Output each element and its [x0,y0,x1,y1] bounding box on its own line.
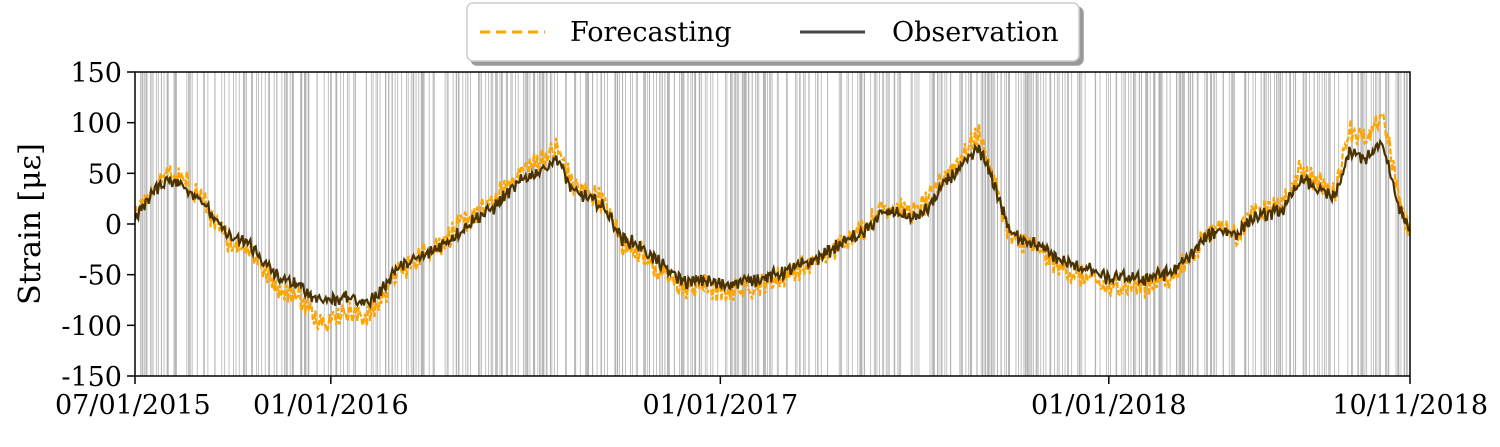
y-axis-label: Strain [με] [13,143,48,305]
x-axis: 07/01/2015 01/01/2016 01/01/2017 01/01/2018… [55,376,1488,421]
x-tick-label: 07/01/2015 [55,390,211,421]
marker-lines [140,72,1408,376]
y-tick-label: -150 [61,362,122,393]
y-tick-label: -50 [79,261,122,292]
y-tick-label: 100 [70,109,122,140]
series-forecasting-line [135,112,1410,336]
legend-forecasting-label: Forecasting [570,17,732,48]
series-observation-line [135,138,1410,310]
y-tick-label: 0 [105,210,122,241]
legend-box [466,2,1080,62]
x-tick-label: 01/01/2018 [1031,390,1187,421]
x-tick-label: 01/01/2016 [253,390,409,421]
y-tick-label: -100 [61,311,122,342]
y-tick-label: 150 [70,58,122,89]
y-axis: -150 -100 -50 0 50 100 150 [61,58,135,393]
series-layer [135,112,1410,336]
legend-observation-label: Observation [892,17,1059,48]
legend: Forecasting Observation [466,2,1080,62]
x-tick-label: 01/01/2017 [643,390,799,421]
x-tick-label: 10/11/2018 [1332,390,1488,421]
y-tick-label: 50 [88,159,122,190]
